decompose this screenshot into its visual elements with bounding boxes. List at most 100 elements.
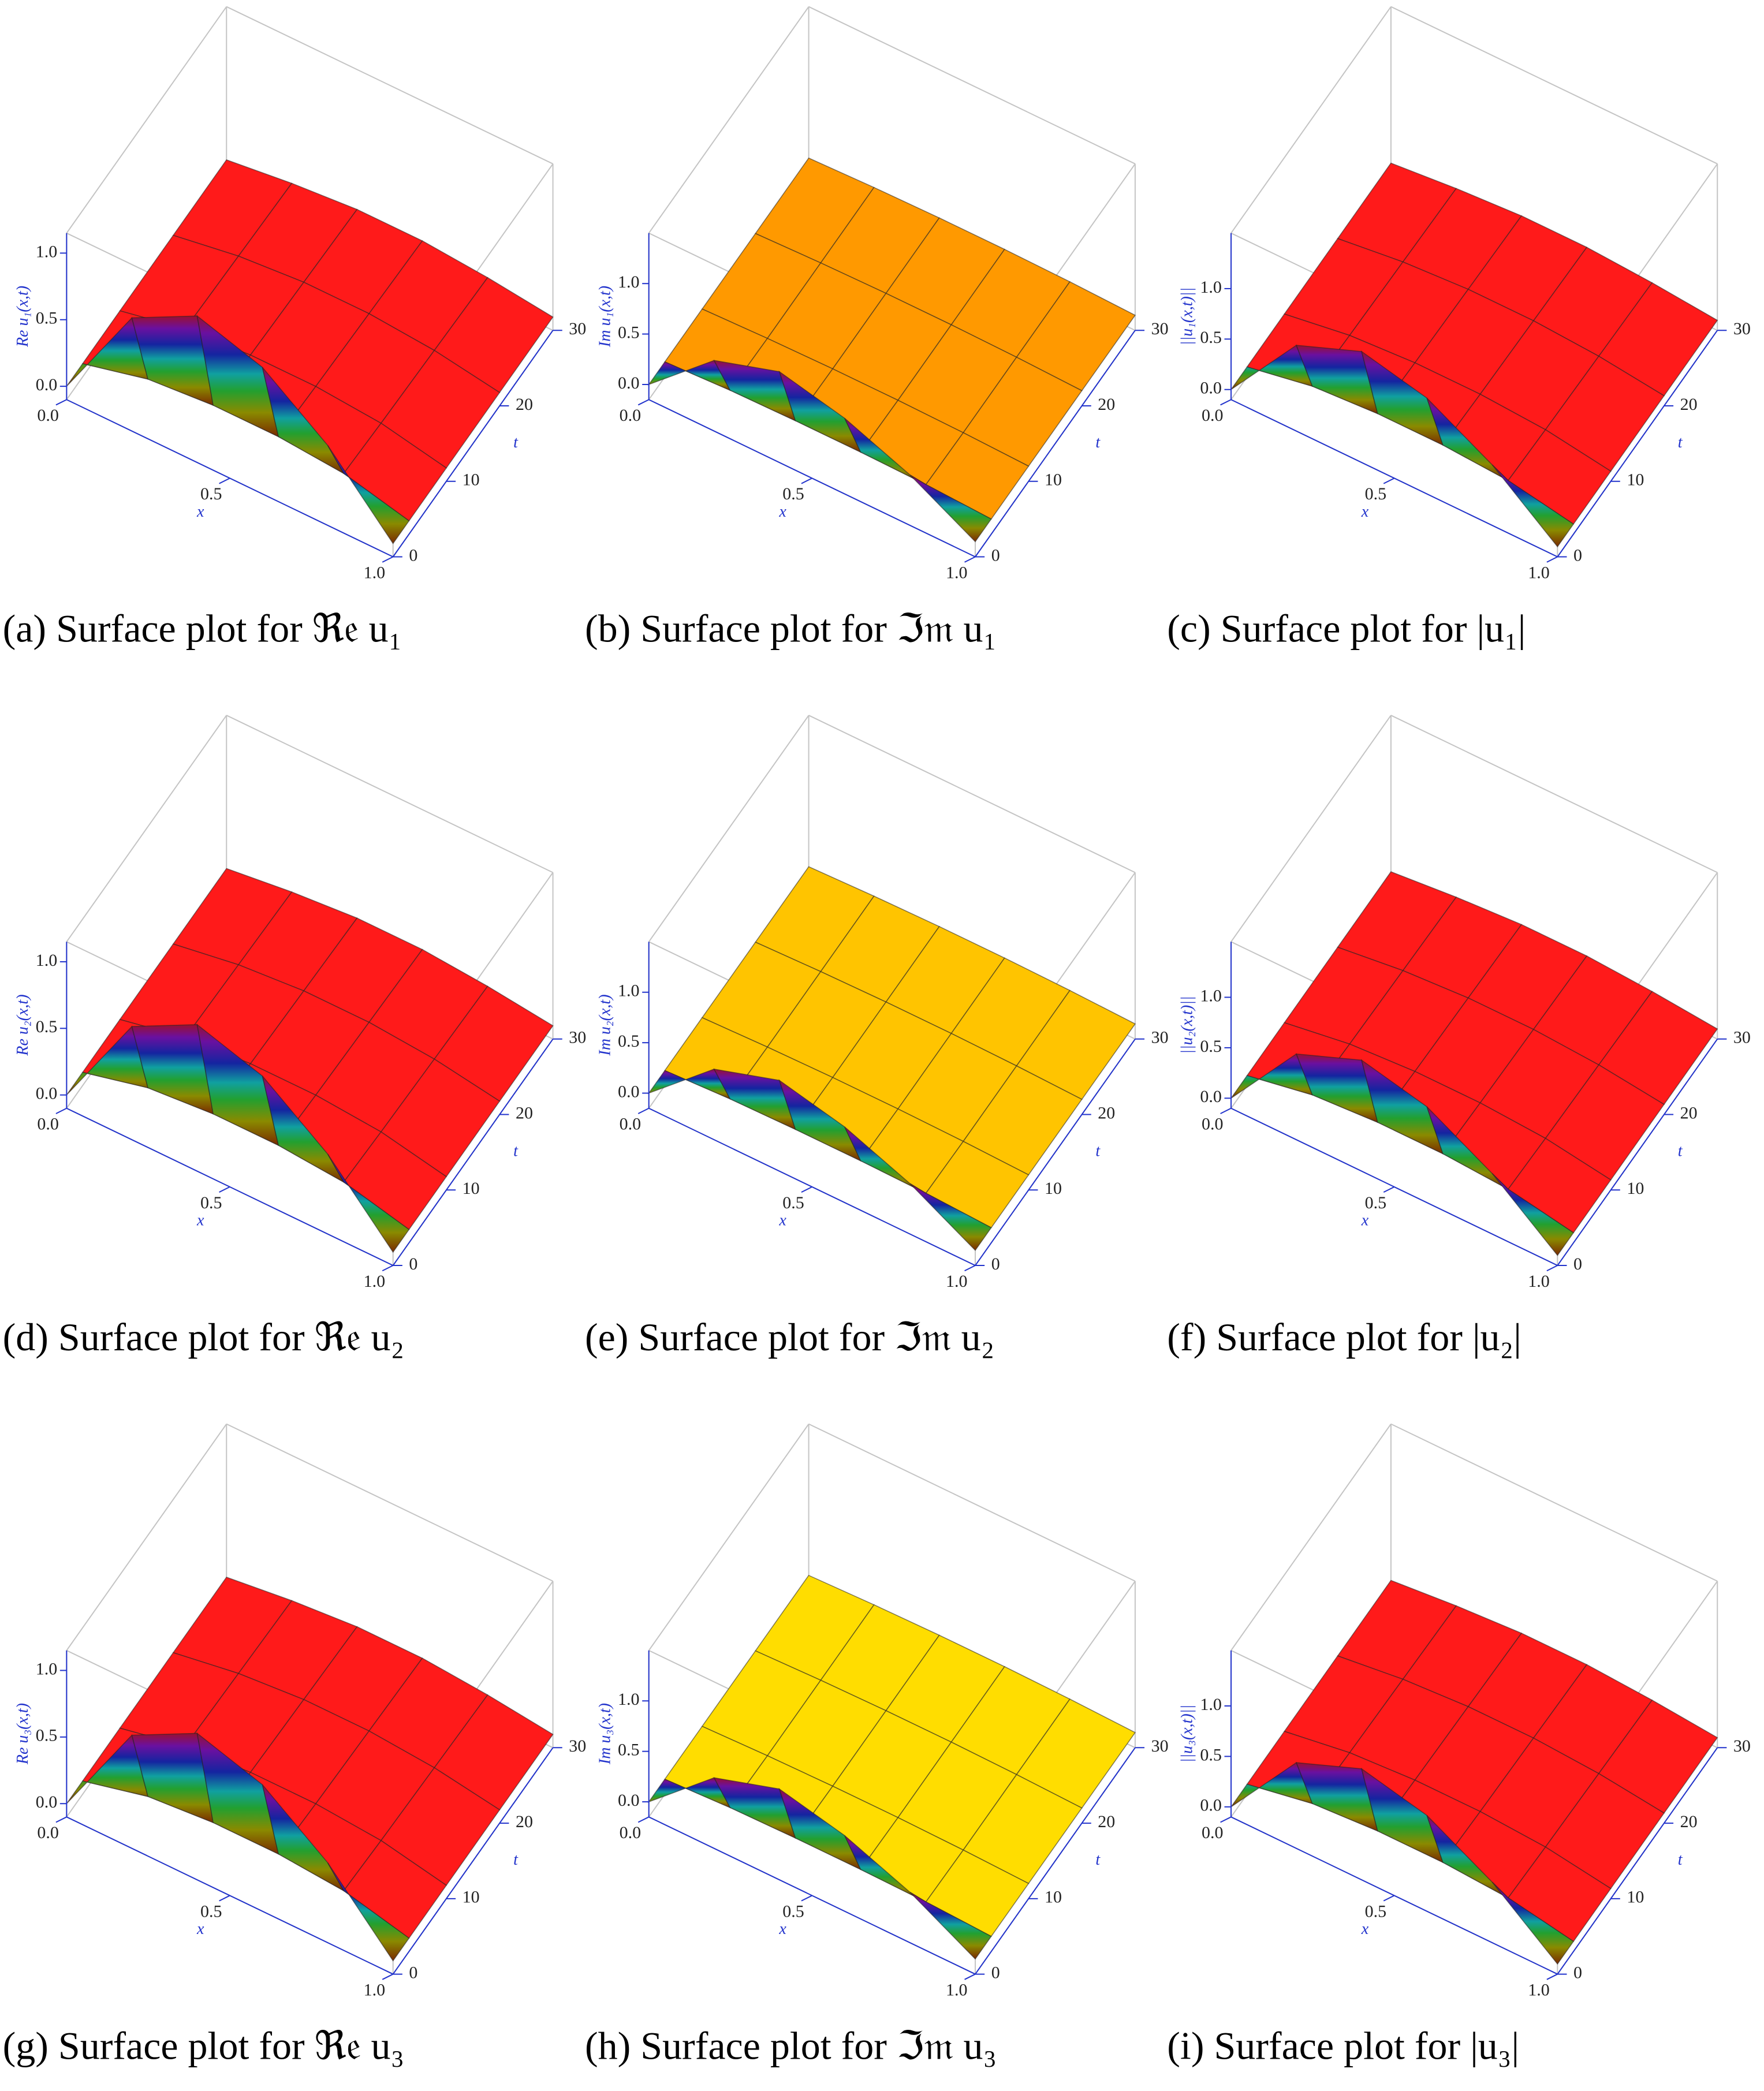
t-tick-label: 0 <box>991 546 1000 565</box>
z-tick-label: 1.0 <box>36 1659 58 1678</box>
x-tick <box>1383 1186 1395 1193</box>
box-edge <box>648 715 810 942</box>
x-tick <box>1383 477 1395 484</box>
t-axis <box>392 1747 554 1975</box>
z-tick-label: 0.0 <box>1200 379 1222 398</box>
t-axis <box>392 330 554 558</box>
t-tick-label: 20 <box>516 1812 533 1831</box>
x-axis-label: x <box>196 1920 204 1938</box>
t-tick-label: 30 <box>1733 1028 1751 1047</box>
t-axis-label: t <box>513 1851 519 1869</box>
x-tick <box>964 1973 976 1980</box>
t-tick-label: 10 <box>1045 471 1062 490</box>
x-axis-label: x <box>1361 1211 1369 1229</box>
box-edge <box>1230 1424 1392 1651</box>
x-tick <box>637 399 650 406</box>
box-edge <box>1390 715 1718 873</box>
x-tick-label: 0.0 <box>620 1823 642 1842</box>
t-tick-label: 20 <box>1680 1103 1698 1122</box>
x-tick-label: 0.0 <box>37 406 59 425</box>
z-tick-label: 0.0 <box>618 1791 640 1810</box>
x-tick-label: 0.5 <box>1365 1902 1387 1921</box>
t-tick-label: 30 <box>1733 319 1751 338</box>
box-edge <box>226 6 554 165</box>
surface-face <box>1491 1173 1575 1256</box>
t-tick-label: 30 <box>1151 319 1169 338</box>
x-tick <box>1383 1895 1395 1902</box>
x-axis-label: x <box>778 1211 786 1229</box>
t-tick-label: 0 <box>1573 546 1582 565</box>
t-tick-label: 0 <box>1573 1963 1582 1982</box>
surface-face <box>1491 1881 1575 1965</box>
t-tick-label: 10 <box>1045 1888 1062 1907</box>
x-tick-label: 0.5 <box>200 484 222 503</box>
z-tick-label: 0.0 <box>36 1793 58 1812</box>
x-tick-label: 0.5 <box>1365 1193 1387 1212</box>
x-tick-label: 0.0 <box>620 406 642 425</box>
x-tick-label: 0.5 <box>782 1193 804 1212</box>
x-tick-label: 0.5 <box>200 1902 222 1921</box>
z-axis-label: Im u₃(x,t) <box>596 1703 614 1765</box>
t-tick-label: 30 <box>1733 1737 1751 1756</box>
t-axis <box>975 330 1136 558</box>
z-tick-label: 0.5 <box>1200 1037 1222 1056</box>
x-tick <box>382 1265 394 1272</box>
caption: (h) Surface plot for ℑ𝔪 u₃ <box>585 2024 997 2068</box>
surface-face <box>909 1183 992 1252</box>
surface-face <box>327 1862 410 1962</box>
surface-face <box>1491 464 1575 548</box>
x-tick <box>1546 1973 1558 1980</box>
box-edge <box>66 715 228 942</box>
z-tick-label: 1.0 <box>1200 278 1222 297</box>
t-axis-label: t <box>1678 1142 1683 1160</box>
x-tick <box>219 1186 230 1193</box>
t-tick-label: 10 <box>1627 471 1644 490</box>
t-tick-label: 20 <box>516 1103 533 1122</box>
x-axis-label: x <box>1361 1920 1369 1938</box>
t-tick-label: 0 <box>409 1963 417 1982</box>
x-tick-label: 1.0 <box>364 1272 386 1291</box>
caption: (i) Surface plot for |u₃| <box>1167 2024 1519 2068</box>
x-tick-label: 0.0 <box>1202 1115 1224 1134</box>
t-tick-label: 30 <box>569 319 586 338</box>
x-tick <box>801 477 812 484</box>
t-tick-label: 30 <box>569 1737 586 1756</box>
t-tick-label: 20 <box>516 395 533 414</box>
t-axis-label: t <box>1095 434 1101 451</box>
x-tick <box>382 1973 394 1980</box>
t-tick-label: 0 <box>991 1963 1000 1982</box>
z-tick-label: 1.0 <box>36 242 58 261</box>
x-axis-label: x <box>196 503 204 521</box>
z-tick-label: 0.5 <box>1200 328 1222 347</box>
z-tick-label: 1.0 <box>618 272 640 292</box>
z-tick-label: 1.0 <box>618 1690 640 1709</box>
z-axis-label: Re u₃(x,t) <box>14 1703 32 1765</box>
t-axis <box>975 1747 1136 1975</box>
t-axis-label: t <box>1095 1142 1101 1160</box>
x-axis-label: x <box>778 503 786 521</box>
z-tick-label: 0.0 <box>618 1082 640 1101</box>
z-tick-label: 0.0 <box>1200 1087 1222 1106</box>
t-tick-label: 0 <box>991 1254 1000 1274</box>
t-axis <box>1557 330 1718 558</box>
caption: (d) Surface plot for ℜ𝔢 u₂ <box>3 1315 405 1359</box>
z-tick-label: 0.5 <box>618 1741 640 1760</box>
box-edge <box>1390 6 1718 165</box>
t-axis-label: t <box>1678 434 1683 451</box>
z-axis-label: Im u₁(x,t) <box>596 286 614 348</box>
z-tick-label: 1.0 <box>1200 986 1222 1005</box>
t-tick-label: 20 <box>1098 395 1115 414</box>
t-tick-label: 10 <box>1627 1888 1644 1907</box>
x-tick <box>1220 1816 1232 1823</box>
box-edge <box>808 715 1136 873</box>
box-edge <box>66 1424 228 1651</box>
t-tick-label: 30 <box>1151 1028 1169 1047</box>
x-tick-label: 0.0 <box>37 1823 59 1842</box>
x-tick-label: 0.5 <box>1365 484 1387 503</box>
box-edge <box>648 6 810 234</box>
t-axis <box>392 1039 554 1266</box>
x-tick-label: 1.0 <box>364 563 386 582</box>
x-axis-label: x <box>778 1920 786 1938</box>
box-edge <box>808 1423 1136 1582</box>
box-edge <box>226 1423 554 1582</box>
